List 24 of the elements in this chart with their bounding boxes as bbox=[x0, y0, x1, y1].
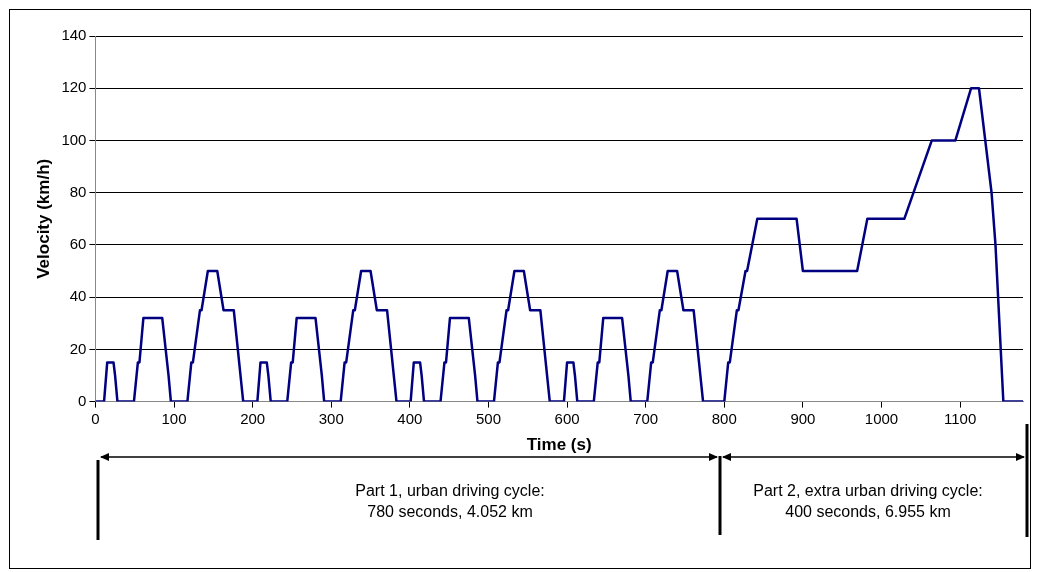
text: Part 1, urban driving cycle: 780 seconds, 4.052 km bbox=[355, 482, 545, 521]
y-tick-label: 100 bbox=[61, 130, 87, 148]
x-tick-label: 700 bbox=[633, 409, 659, 427]
x-tick-label: 500 bbox=[475, 409, 501, 427]
x-tick-label: 300 bbox=[318, 409, 344, 427]
y-tick-label: 40 bbox=[69, 287, 87, 305]
y-tick-label: 60 bbox=[69, 235, 87, 253]
x-tick-label: 0 bbox=[91, 409, 100, 427]
y-tick-label: 20 bbox=[69, 339, 87, 357]
y-tick-label: 140 bbox=[61, 26, 87, 44]
y-tick-label: 120 bbox=[61, 78, 87, 96]
x-tick-label: 400 bbox=[397, 409, 423, 427]
x-tick-label: 600 bbox=[554, 409, 580, 427]
x-tick-label: 1100 bbox=[943, 409, 977, 427]
x-tick-label: 100 bbox=[161, 409, 187, 427]
x-tick-label: 900 bbox=[790, 409, 816, 427]
x-tick-label: 1000 bbox=[864, 409, 899, 427]
x-axis-title: Time (s) bbox=[526, 435, 592, 455]
x-tick-label: 200 bbox=[240, 409, 266, 427]
x-tick-label: 800 bbox=[711, 409, 737, 427]
text: Part 2, extra urban driving cycle: 400 seconds, 6.955 km bbox=[753, 482, 983, 521]
y-tick-label: 0 bbox=[78, 391, 87, 409]
y-axis-title: Velocity (km/h) bbox=[33, 158, 53, 279]
y-tick-label: 80 bbox=[69, 182, 87, 200]
